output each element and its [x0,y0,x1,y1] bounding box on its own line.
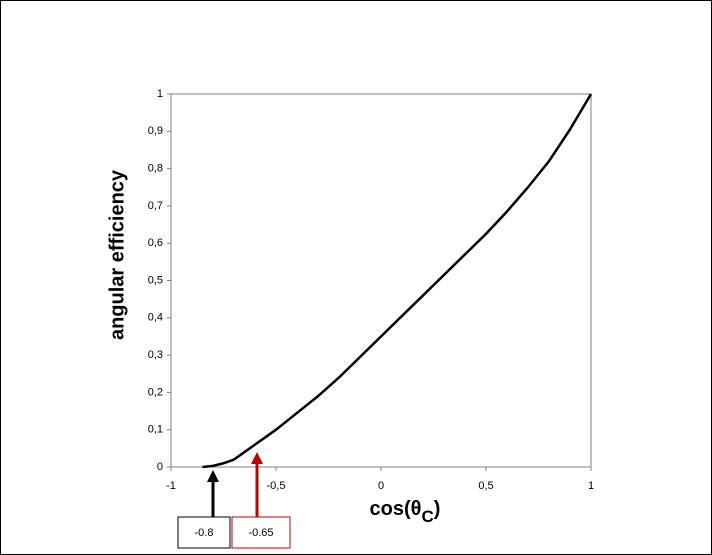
y-tick-label: 0 [157,461,163,473]
y-tick-label: 0,4 [148,312,163,324]
x-tick-label: -0,5 [267,480,286,492]
annotation: -0.65 [248,527,273,539]
y-tick-label: 0,7 [148,200,163,212]
y-tick-label: 0,3 [148,349,163,361]
y-tick-label: 0,1 [148,424,163,436]
line [202,93,593,469]
annotation-box [177,516,231,549]
x-tick-label: -1 [166,480,176,492]
x-axis-title: cos(θC) [370,498,441,526]
x-tick-label: 0,5 [478,480,493,492]
y-tick-label: 0,6 [148,237,163,249]
y-tick-label: 0,5 [148,274,163,286]
x-tick-label: 1 [588,480,594,492]
x-tick-label: 0 [378,480,384,492]
annotation-box [231,516,291,549]
annotation: -0.8 [195,527,214,539]
y-tick-label: 0,9 [148,125,163,137]
x-title-symbol: θ [411,498,422,520]
y-tick-label: 1 [157,88,163,100]
x-title-sub: C [421,507,433,526]
arrowhead [251,452,263,464]
x-title-close: ) [434,498,441,520]
x-title-text: cos( [370,498,411,520]
y-tick-label: 0,2 [148,386,163,398]
y-tick-label: 0,8 [148,163,163,175]
y-axis-title: angular efficiency [106,169,128,340]
arrowhead [207,470,219,482]
